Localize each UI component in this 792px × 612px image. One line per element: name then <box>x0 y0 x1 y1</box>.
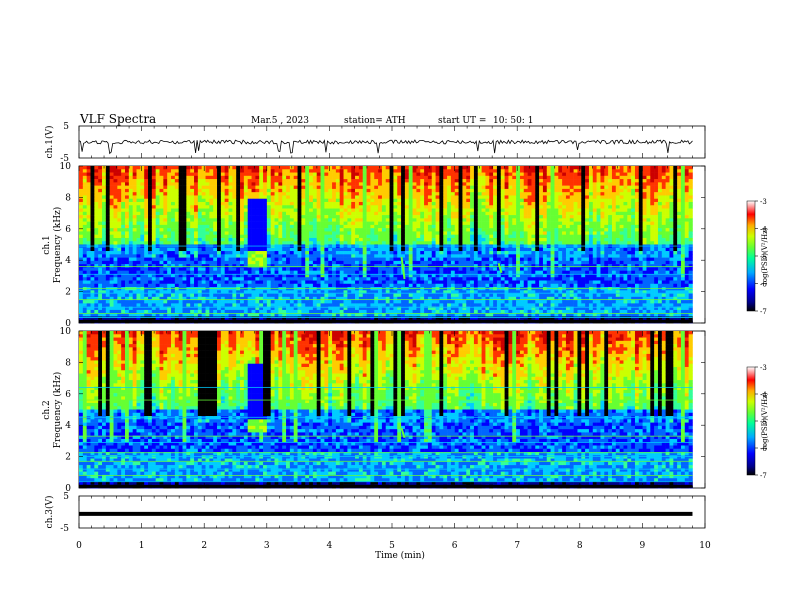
colorbar-ticks: -3 -4 -5 -6 -7 -3 -4 -5 -6 -7 <box>755 198 767 480</box>
x-tick-label: 9 <box>640 541 646 551</box>
ch1-wave-ylabel: ch.1(V) <box>44 126 55 159</box>
x-tick-label: 4 <box>327 541 333 551</box>
volt-tick-label: -5 <box>60 154 69 164</box>
station-label: station= ATH <box>344 116 406 126</box>
colorbar-tick-label: -4 <box>760 226 767 234</box>
ch1-colorbar <box>746 200 756 312</box>
colorbar-tick-label: -7 <box>760 308 767 316</box>
x-tick-label: 0 <box>76 541 82 551</box>
freq-tick-label: 8 <box>65 193 71 203</box>
date-label: Mar.5 , 2023 <box>251 116 309 126</box>
freq-tick-label: 10 <box>60 327 72 337</box>
ch3-wave-ylabel: ch.3(V) <box>44 496 55 529</box>
x-tick-label: 5 <box>389 541 395 551</box>
x-tick-label: 2 <box>201 541 207 551</box>
x-tick-label: 10 <box>699 541 711 551</box>
ch2-colorbar <box>746 366 756 476</box>
ch2-colorbar-label: log(PSD)(V²/Hz) <box>761 392 769 449</box>
colorbar-tick-label: -5 <box>760 418 767 426</box>
ch1-waveform-trace <box>78 139 693 155</box>
freq-tick-label: 2 <box>65 453 71 463</box>
freq-tick-label: 6 <box>65 390 71 400</box>
colorbar-tick-label: -7 <box>760 472 767 480</box>
freq-tick-label: 8 <box>65 358 71 368</box>
freq-tick-label: 2 <box>65 288 71 298</box>
freq-tick-label: 4 <box>65 421 71 431</box>
volt-tick-label: 5 <box>63 492 69 502</box>
ch1-spectrogram-image <box>79 166 693 324</box>
colorbar-tick-label: -5 <box>760 253 767 261</box>
x-tick-label: 8 <box>577 541 583 551</box>
ch2-freq-ylabel: Frequency (kHz) <box>52 372 63 449</box>
freq-tick-label: 0 <box>65 319 71 329</box>
start-ut-label: start UT = <box>438 116 486 126</box>
colorbar-tick-label: -4 <box>760 391 767 399</box>
x-tick-label: 3 <box>264 541 270 551</box>
colorbar-tick-label: -6 <box>760 281 767 289</box>
x-axis-label: Time (min) <box>375 550 425 561</box>
ch1-channel-label: ch.1 <box>42 235 52 254</box>
ch2-channel-label: ch.2 <box>42 400 52 419</box>
freq-tick-label: 6 <box>65 225 71 235</box>
freq-tick-label: 10 <box>60 162 72 172</box>
figure-title: VLF Spectra <box>79 112 156 126</box>
colorbar-tick-label: -3 <box>760 364 767 372</box>
start-ut-value: 10: 50: 1 <box>493 116 533 126</box>
x-tick-label: 1 <box>139 541 145 551</box>
volt-tick-label: 5 <box>63 122 69 132</box>
ch1-colorbar-label: log(PSD)(V²/Hz) <box>761 227 769 284</box>
ch1-freq-ylabel: Frequency (kHz) <box>52 207 63 284</box>
freq-tick-label: 4 <box>65 256 71 266</box>
freq-tick-label: 0 <box>65 484 71 494</box>
x-tick-label: 7 <box>514 541 520 551</box>
x-tick-label: 6 <box>452 541 458 551</box>
colorbar-tick-label: -3 <box>760 198 767 206</box>
volt-tick-label: -5 <box>60 524 69 534</box>
ch2-spectrogram-image <box>79 331 693 489</box>
colorbar-tick-label: -6 <box>760 445 767 453</box>
